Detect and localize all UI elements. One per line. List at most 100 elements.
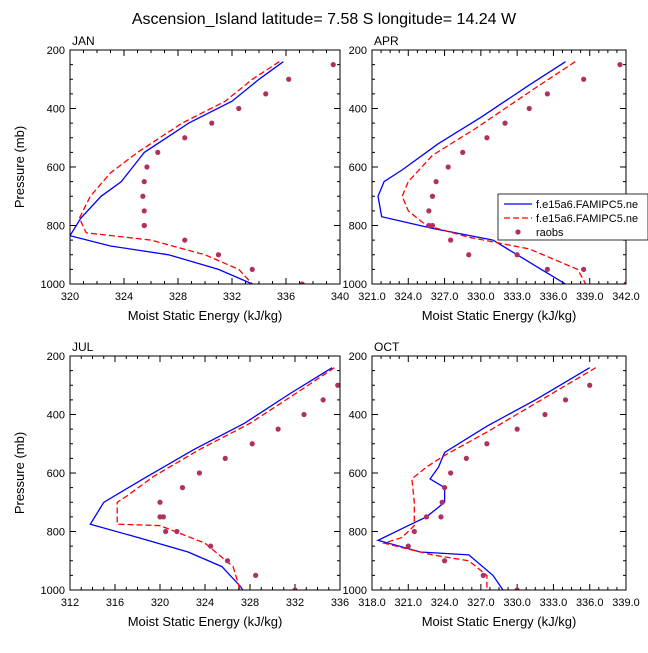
x-axis-label: Moist Static Energy (kJ/kg) <box>422 614 577 629</box>
raobs-point <box>587 382 593 388</box>
x-tick-label: 324.0 <box>431 597 459 609</box>
x-tick-label: 336.0 <box>576 597 604 609</box>
plot-frame <box>69 355 341 591</box>
raobs-point <box>163 528 169 535</box>
raobs-point <box>623 281 626 284</box>
x-tick-label: 336 <box>277 291 295 303</box>
raobs-point <box>335 382 340 388</box>
raobs-point <box>174 528 180 535</box>
panel-jan: 320 324 328 332 336 340 200 400 600 800 1000 JAN Moi… <box>12 34 349 323</box>
x-axis-label: Moist Static Energy (kJ/kg) <box>422 308 577 323</box>
raobs-point <box>196 470 202 476</box>
raobs-point <box>448 470 454 476</box>
x-tick-label: 330.0 <box>503 597 531 609</box>
y-tick-label: 1000 <box>343 585 367 597</box>
raobs-point <box>222 455 228 461</box>
x-tick-label: 324 <box>115 291 133 303</box>
raobs-point <box>441 558 448 564</box>
raobs-point <box>215 252 222 258</box>
raobs-point <box>426 222 432 229</box>
raobs-point <box>445 164 451 170</box>
y-tick-label: 800 <box>47 527 65 539</box>
y-tick-label: 600 <box>47 468 65 480</box>
panel-jul: 312 316 320 324 328 332 336 200 400 600 800 1000 JUL… <box>12 340 349 629</box>
x-tick-label: 340 <box>331 291 349 303</box>
raobs-point <box>544 91 550 97</box>
panel-oct: 318.0 321.0 324.0 327.0 330.0 333.0 336.0 339.0… <box>343 340 640 629</box>
legend-box <box>497 193 648 241</box>
raobs-point <box>301 411 307 418</box>
raobs-point <box>299 281 305 284</box>
raobs-point <box>438 514 444 520</box>
y-tick-label: 800 <box>349 221 367 233</box>
panel-title: JUL <box>72 340 94 354</box>
raobs-point <box>157 514 163 520</box>
plot-frame <box>371 49 627 285</box>
y-tick-label: 400 <box>47 410 65 422</box>
panels: 320 324 328 332 336 340 200 400 600 800 1000 JAN Moi… <box>12 34 640 629</box>
raobs-point <box>429 193 436 199</box>
plot-frame <box>371 355 627 591</box>
x-tick-label: 321.0 <box>395 597 423 609</box>
x-tick-label: 339.0 <box>612 597 640 609</box>
raobs-point <box>275 426 281 432</box>
raobs-point <box>484 135 490 141</box>
y-tick-label: 200 <box>47 45 65 57</box>
y-axis-label: Pressure (mb) <box>12 126 27 208</box>
raobs-point <box>209 120 215 126</box>
model-series-2-line <box>78 61 280 284</box>
series-group <box>89 367 340 590</box>
y-tick-label: 800 <box>349 527 367 539</box>
raobs-point <box>253 572 259 578</box>
raobs-point <box>480 572 486 578</box>
raobs-point <box>179 485 186 491</box>
y-tick-label: 400 <box>47 104 65 116</box>
y-tick-label: 600 <box>349 162 367 174</box>
x-tick-label: 324 <box>196 597 214 609</box>
raobs-point <box>286 76 292 82</box>
x-tick-label: 320 <box>61 291 79 303</box>
series-group <box>70 61 336 284</box>
raobs-point <box>448 237 454 243</box>
raobs-point <box>140 193 146 199</box>
raobs-point <box>466 252 472 258</box>
plot-frame <box>69 49 341 285</box>
x-tick-label: 312 <box>61 597 79 609</box>
raobs-point <box>526 105 532 112</box>
raobs-point <box>249 266 255 272</box>
x-tick-label: 332 <box>286 597 304 609</box>
raobs-point <box>208 543 214 549</box>
x-tick-label: 333.0 <box>540 597 568 609</box>
raobs-point <box>429 222 436 229</box>
raobs-point <box>514 587 520 590</box>
x-tick-label: 328 <box>241 597 259 609</box>
x-tick-label: 336 <box>331 597 349 609</box>
chart-title: Ascension_Island latitude= 7.58 S longit… <box>132 11 517 28</box>
raobs-point <box>224 558 231 564</box>
x-tick-label: 330.0 <box>467 291 495 303</box>
y-tick-label: 200 <box>349 45 367 57</box>
raobs-point <box>144 164 150 170</box>
panel-title: OCT <box>374 340 400 354</box>
y-tick-label: 600 <box>47 162 65 174</box>
x-tick-label: 320 <box>151 597 169 609</box>
panel-title: JAN <box>72 34 95 48</box>
y-axis-label: Pressure (mb) <box>12 432 27 514</box>
raobs-point <box>155 149 161 155</box>
raobs-point <box>330 62 336 68</box>
y-tick-label: 400 <box>349 410 367 422</box>
y-tick-label: 400 <box>349 104 367 116</box>
model-series-1-line <box>89 367 333 590</box>
x-tick-label: 333.0 <box>503 291 531 303</box>
raobs-point <box>157 499 163 505</box>
model-series-1-line <box>377 61 566 284</box>
raobs-point <box>405 543 411 549</box>
legend-label: f.e15a6.FAMIPC5.ne <box>536 213 638 225</box>
raobs-point <box>182 237 188 243</box>
x-axis-label: Moist Static Energy (kJ/kg) <box>128 614 283 629</box>
y-tick-label: 1000 <box>343 279 367 291</box>
y-tick-label: 1000 <box>41 585 65 597</box>
model-series-1-line <box>376 367 591 590</box>
raobs-point <box>141 208 147 214</box>
raobs-point <box>433 179 439 185</box>
